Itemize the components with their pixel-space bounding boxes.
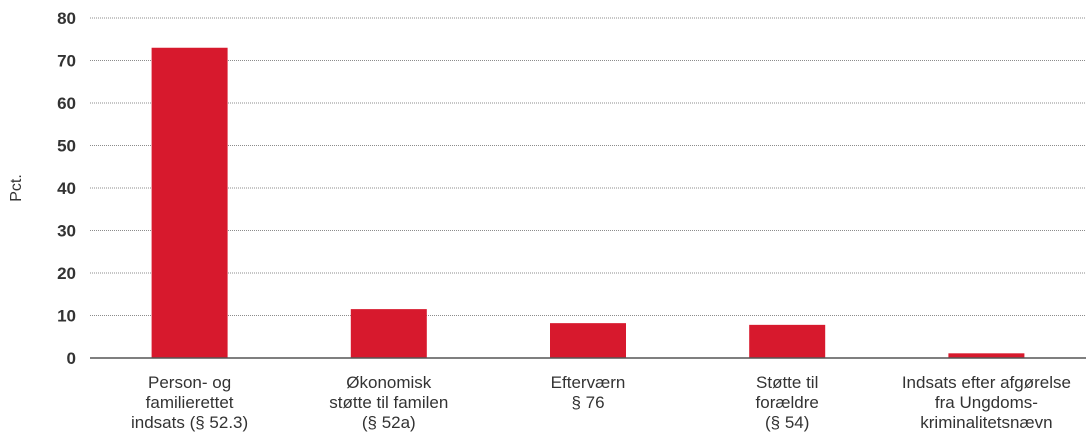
y-tick-label: 60 (57, 94, 76, 113)
x-tick-label-line: (§ 54) (765, 413, 809, 432)
x-tick-label-line: Indsats efter afgørelse (902, 373, 1071, 392)
y-axis-ticks: 0 10 20 30 40 50 60 70 80 (57, 9, 76, 368)
bar (350, 309, 427, 358)
bar (550, 323, 626, 358)
x-tick-label-line: Støtte til (756, 373, 818, 392)
x-tick-label: Efterværn § 76 (551, 373, 626, 412)
y-tick-label: 0 (67, 349, 76, 368)
y-axis-label: Pct. (8, 174, 25, 202)
y-tick-label: 30 (57, 222, 76, 241)
y-tick-label: 70 (57, 52, 76, 71)
y-tick-label: 50 (57, 137, 76, 156)
x-tick-label-line: kriminalitetsnævn (920, 413, 1052, 432)
x-tick-label: Indsats efter afgørelse fra Ungdoms-krimi… (902, 373, 1071, 432)
x-tick-label-line: familierettet (146, 393, 234, 412)
y-tick-label: 10 (57, 307, 76, 326)
x-tick-label-line: forældre (756, 393, 819, 412)
x-tick-label-line: Efterværn (551, 373, 626, 392)
x-tick-label-line: Person- og (148, 373, 231, 392)
bars (151, 47, 1025, 358)
x-tick-label: Person- og familierettet indsats (§ 52.3) (131, 373, 248, 432)
x-tick-label: Økonomisk støtte til familen (§ 52a) (329, 373, 448, 432)
y-tick-label: 20 (57, 264, 76, 283)
bar (749, 324, 826, 358)
x-tick-label-line: støtte til familen (329, 393, 448, 412)
gridlines (90, 17, 1086, 316)
x-tick-label-line: (§ 52a) (362, 413, 416, 432)
x-tick-label-line: indsats (§ 52.3) (131, 413, 248, 432)
y-tick-label: 80 (57, 9, 76, 28)
x-tick-label-line: Økonomisk (346, 373, 432, 392)
bar (948, 353, 1025, 358)
y-tick-label: 40 (57, 179, 76, 198)
bar (151, 47, 228, 358)
x-tick-label: Støtte til forældre (§ 54) (756, 373, 819, 432)
x-tick-label-line: § 76 (571, 393, 604, 412)
x-axis-ticks: Person- og familierettet indsats (§ 52.3) Ø… (131, 373, 1071, 432)
x-tick-label-line: fra Ungdoms- (935, 393, 1038, 412)
